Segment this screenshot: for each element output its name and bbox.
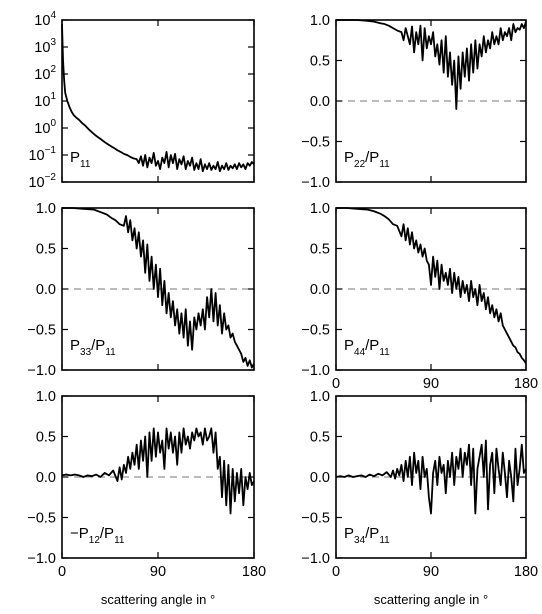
y-tick-label: −0.5	[301, 323, 330, 339]
y-tick-label: −0.5	[301, 511, 330, 527]
panel-3: −1.0 −0.5 0.0 0.5 1.0 0 90 180 P44/P11	[301, 201, 538, 392]
y-tick-label: 1.0	[36, 201, 56, 217]
y-tick-label: −0.5	[301, 135, 330, 151]
plot-frame	[61, 19, 255, 183]
series-line	[335, 439, 527, 515]
x-tick-label: 0	[58, 564, 66, 580]
y-tick-label: −0.5	[27, 511, 56, 527]
series-line	[61, 427, 255, 515]
y-tick-label: 1.0	[36, 389, 56, 405]
panel-5: −1.0 −0.5 0.0 0.5 1.0 0 90 180 scattering angle …	[301, 389, 538, 607]
y-tick-label: 1.0	[310, 201, 330, 217]
y-tick-label: 1.0	[310, 389, 330, 405]
x-tick-label: 180	[242, 564, 266, 580]
y-tick-label: −1.0	[27, 551, 56, 567]
y-tick-label: 102	[34, 64, 56, 83]
y-tick-label: 1.0	[310, 13, 330, 29]
panel-0: 10−2 10−1 100 101 102 103 104 P11	[28, 10, 255, 191]
y-tick-label: 0.5	[310, 242, 330, 258]
x-tick-label: 90	[423, 376, 439, 392]
panel-label: P33/P11	[70, 337, 116, 358]
y-tick-label: 0.5	[310, 430, 330, 446]
y-tick-label: 0.0	[310, 470, 330, 486]
panel-label: P11	[70, 149, 91, 170]
y-tick-label: 0.0	[36, 470, 56, 486]
series-line	[62, 207, 255, 369]
panel-label: P44/P11	[344, 337, 390, 358]
panel-label: P34/P11	[344, 525, 390, 546]
x-axis-title: scattering angle in °	[101, 592, 215, 607]
series-line	[336, 207, 527, 365]
y-tick-label: −0.5	[27, 323, 56, 339]
y-tick-label: −1.0	[301, 175, 330, 191]
x-tick-label: 90	[150, 564, 166, 580]
y-tick-label: 101	[34, 91, 56, 110]
y-tick-label: 100	[34, 118, 56, 137]
y-tick-label: 0.5	[36, 242, 56, 258]
y-tick-label: −1.0	[301, 363, 330, 379]
y-tick-label: 0.0	[36, 282, 56, 298]
x-axis-title: scattering angle in °	[374, 592, 488, 607]
panel-label: −P12/P11	[70, 525, 125, 546]
y-tick-label: −1.0	[301, 551, 330, 567]
y-tick-label: 0.5	[36, 430, 56, 446]
y-tick-label: 0.0	[310, 94, 330, 110]
panel-2: −1.0 −0.5 0.0 0.5 1.0 P33/P11	[27, 201, 255, 379]
x-tick-label: 180	[514, 564, 538, 580]
series-line	[61, 24, 255, 173]
y-tick-label: 0.5	[310, 54, 330, 70]
panel-1: −1.0 −0.5 0.0 0.5 1.0 P22/P11	[301, 13, 527, 191]
x-tick-label: 0	[332, 564, 340, 580]
y-tick-label: 10−2	[28, 172, 56, 191]
panel-4: −1.0 −0.5 0.0 0.5 1.0 0 90 180 scattering angle …	[27, 389, 266, 607]
y-tick-label: 10−1	[28, 145, 56, 164]
y-tick-label: 0.0	[310, 282, 330, 298]
panel-label: P22/P11	[344, 149, 390, 170]
x-tick-label: 0	[332, 376, 340, 392]
y-tick-label: 104	[34, 10, 56, 29]
y-tick-label: 103	[34, 37, 56, 56]
y-tick-label: −1.0	[27, 363, 56, 379]
series-line	[336, 19, 527, 110]
x-tick-label: 90	[423, 564, 439, 580]
x-tick-label: 180	[514, 376, 538, 392]
